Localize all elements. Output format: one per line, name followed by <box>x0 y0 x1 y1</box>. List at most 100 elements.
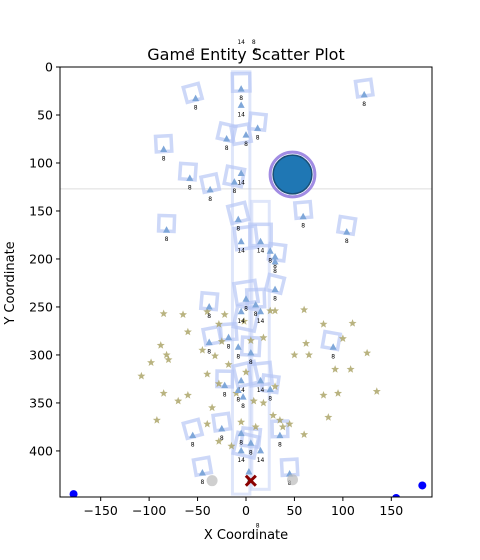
enemy-label: 8 <box>236 396 240 403</box>
enemy-marker <box>271 285 279 293</box>
enemy-marker <box>206 185 214 193</box>
enemy-marker <box>234 343 242 350</box>
star-point <box>266 306 275 315</box>
enemy-label: 8 <box>207 348 211 355</box>
enemy-label: 8 <box>256 134 260 141</box>
enemy-label: 14 <box>257 387 265 394</box>
cross-stroke <box>244 474 257 487</box>
stray-label: 8 <box>256 523 260 530</box>
enemy-marker <box>271 257 279 265</box>
enemy-label: 14 <box>237 457 245 464</box>
stray-label: 8 <box>254 48 258 55</box>
star-point <box>275 416 284 424</box>
star-point <box>300 430 309 439</box>
enemy-marker <box>266 247 274 254</box>
star-point <box>372 387 381 395</box>
enemy-label: 8 <box>244 141 248 148</box>
enemy-marker <box>257 446 265 454</box>
enemy-label: 8 <box>239 95 243 102</box>
enemy-label: 8 <box>236 226 240 233</box>
enemy-marker <box>247 439 255 446</box>
star-point <box>338 334 347 343</box>
frame-square <box>231 430 261 461</box>
star-point <box>290 350 299 359</box>
star-point <box>251 422 260 431</box>
enemy-label: 8 <box>249 359 253 366</box>
enemy-label: 14 <box>237 318 245 325</box>
star-point <box>174 396 183 405</box>
enemy-marker <box>189 431 197 439</box>
enemy-marker <box>163 226 171 233</box>
enemy-marker <box>254 124 262 131</box>
chart-title: Game Entity Scatter Plot <box>147 45 344 64</box>
star-point <box>220 310 229 319</box>
x-tick-label: 100 <box>331 503 355 518</box>
enemy-label: 8 <box>268 257 272 264</box>
x-tick-label: 50 <box>286 503 302 518</box>
enemy-marker <box>242 131 250 138</box>
star-point <box>346 365 355 373</box>
star-point <box>164 355 173 364</box>
enemy-marker <box>223 134 231 142</box>
star-point <box>285 419 294 428</box>
enemy-marker <box>252 301 260 308</box>
star-point <box>137 371 146 380</box>
enemy-label: 8 <box>244 305 248 312</box>
star-point <box>304 350 313 359</box>
star-point <box>271 382 280 391</box>
star-point <box>159 309 168 318</box>
grey-point <box>287 474 298 486</box>
star-point <box>278 422 287 431</box>
star-point <box>214 437 223 445</box>
star-point <box>319 391 328 399</box>
x-tick-label: 0 <box>242 503 250 518</box>
star-point <box>214 320 223 328</box>
enemy-label: 8 <box>331 353 335 360</box>
enemy-label: 8 <box>225 145 229 152</box>
star-point <box>259 398 268 407</box>
stray-label: 8 <box>252 39 256 46</box>
star-point <box>348 319 357 327</box>
enemy-marker <box>239 393 247 400</box>
y-axis-label: Y Coordinate <box>3 241 18 325</box>
enemy-marker <box>205 338 213 345</box>
enemy-marker <box>343 228 351 235</box>
star-point <box>300 305 309 314</box>
enemy-label: 8 <box>236 353 240 360</box>
star-point <box>246 336 255 344</box>
enemy-marker <box>234 215 242 223</box>
enemy-label: 8 <box>345 238 349 245</box>
frame-square <box>222 164 247 189</box>
star-point <box>240 317 249 325</box>
enemy-label: 8 <box>162 156 166 163</box>
enemy-marker <box>237 446 245 454</box>
enemy-label: 8 <box>268 396 272 403</box>
star-point <box>162 350 171 359</box>
enemy-label: 8 <box>232 188 236 195</box>
enemy-marker <box>237 376 245 384</box>
star-point <box>159 389 168 397</box>
y-tick-label: 100 <box>29 155 53 170</box>
enemy-label: 14 <box>237 387 245 394</box>
y-tick-label: 400 <box>29 443 53 458</box>
enemy-marker <box>237 169 245 177</box>
enemy-marker <box>205 302 213 310</box>
enemy-marker <box>234 386 242 393</box>
y-tick-label: 300 <box>29 347 53 362</box>
enemy-label: 8 <box>208 196 212 203</box>
enemy-marker <box>237 307 245 315</box>
star-point <box>271 306 280 315</box>
frame-square <box>231 303 261 334</box>
star-point <box>198 345 207 354</box>
enemy-label: 8 <box>191 442 195 449</box>
blue-dot <box>392 493 401 497</box>
enemy-marker <box>160 145 168 153</box>
star-point <box>259 333 268 342</box>
enemy-label: 8 <box>273 268 277 275</box>
enemy-label: 14 <box>257 457 265 464</box>
y-tick-label: 350 <box>29 395 53 410</box>
enemy-label: 8 <box>273 296 277 303</box>
enemy-label: 8 <box>239 440 243 447</box>
